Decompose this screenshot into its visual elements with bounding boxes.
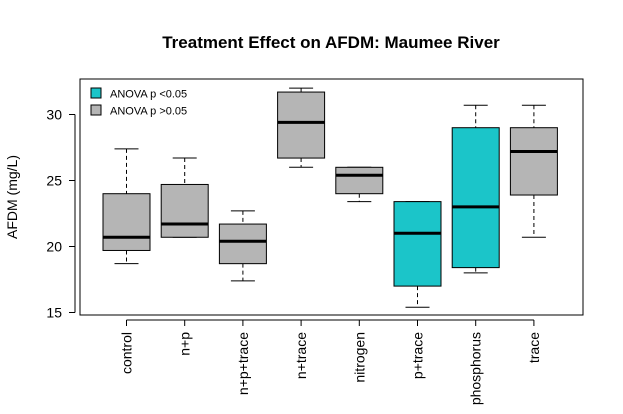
x-tick-label: nitrogen bbox=[351, 332, 367, 383]
x-axis: control n+p n+p+trace n+trace nitrogen p+trac… bbox=[119, 319, 542, 405]
box-phosphorus bbox=[451, 104, 500, 274]
iqr-box bbox=[160, 183, 209, 238]
x-tick-label: control bbox=[119, 332, 135, 374]
box-n+p bbox=[160, 157, 209, 238]
y-tick-label: 30 bbox=[46, 107, 62, 123]
legend-label: ANOVA p <0.05 bbox=[110, 89, 187, 101]
iqr-box bbox=[277, 91, 326, 159]
y-axis: 15 20 25 30 bbox=[46, 107, 76, 321]
iqr-box bbox=[393, 201, 442, 287]
iqr-box bbox=[451, 127, 500, 269]
x-tick-label: n+p bbox=[177, 332, 193, 356]
y-axis-label: AFDM (mg/L) bbox=[4, 155, 20, 239]
legend: ANOVA p <0.05 ANOVA p >0.05 bbox=[90, 87, 187, 118]
x-tick-label: trace bbox=[526, 332, 542, 363]
x-tick-label: p+trace bbox=[410, 332, 426, 379]
y-tick-label: 20 bbox=[46, 239, 62, 255]
legend-swatch bbox=[90, 87, 102, 99]
boxes bbox=[102, 87, 558, 308]
iqr-box bbox=[218, 223, 267, 265]
box-control bbox=[102, 148, 151, 265]
legend-swatch bbox=[90, 104, 102, 116]
box-nitrogen bbox=[335, 166, 384, 203]
iqr-box bbox=[509, 127, 558, 196]
x-tick-label: n+trace bbox=[293, 332, 309, 379]
box-trace bbox=[509, 104, 558, 238]
box-p+trace bbox=[393, 201, 442, 308]
x-tick-label: n+p+trace bbox=[235, 332, 251, 395]
y-tick-label: 25 bbox=[46, 173, 62, 189]
legend-label: ANOVA p >0.05 bbox=[110, 106, 187, 118]
x-tick-label: phosphorus bbox=[468, 332, 484, 405]
chart-title: Treatment Effect on AFDM: Maumee River bbox=[162, 33, 500, 52]
plot-frame bbox=[79, 78, 584, 316]
iqr-box bbox=[335, 166, 384, 195]
box-n+p+trace bbox=[218, 210, 267, 282]
box-n+trace bbox=[277, 87, 326, 168]
y-tick-label: 15 bbox=[46, 305, 62, 321]
iqr-box bbox=[102, 193, 151, 251]
